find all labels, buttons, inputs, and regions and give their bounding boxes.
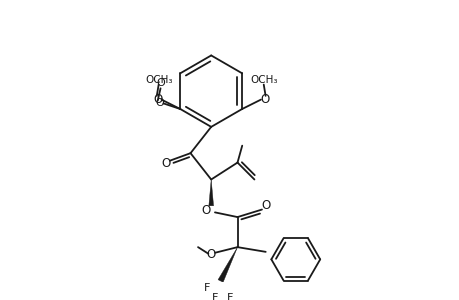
Text: F: F	[204, 284, 210, 293]
Polygon shape	[208, 179, 213, 206]
Text: O: O	[153, 93, 162, 106]
Text: OCH₃: OCH₃	[145, 75, 172, 85]
Polygon shape	[218, 247, 237, 282]
Text: F: F	[226, 293, 233, 300]
Text: O: O	[201, 204, 210, 217]
Text: O: O	[261, 199, 270, 212]
Text: O: O	[155, 98, 163, 108]
Text: O: O	[206, 248, 215, 261]
Text: O: O	[259, 93, 269, 106]
Text: OCH₃: OCH₃	[249, 75, 277, 85]
Text: F: F	[211, 293, 218, 300]
Text: O: O	[161, 157, 170, 170]
Text: O: O	[156, 78, 165, 88]
